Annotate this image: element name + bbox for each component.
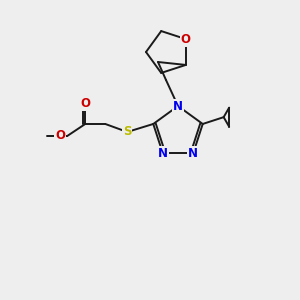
Text: S: S	[123, 125, 131, 139]
Text: O: O	[80, 98, 90, 110]
Text: N: N	[158, 146, 168, 160]
Text: O: O	[55, 130, 65, 142]
Text: O: O	[181, 33, 191, 46]
Text: N: N	[173, 100, 183, 112]
Text: N: N	[188, 146, 198, 160]
